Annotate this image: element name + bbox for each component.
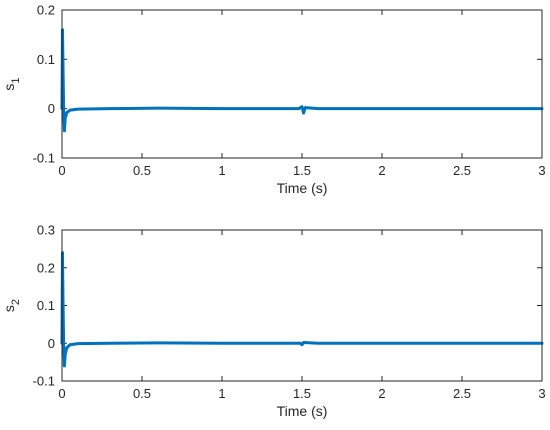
s1-y-tick-labels: -0.1 0 0.1 0.2 [33, 3, 55, 166]
s1-y-axis-label: s1 [1, 77, 22, 90]
s2-y-tick-label: 0.1 [37, 298, 55, 313]
s1-y-tick-label: 0.1 [37, 52, 55, 67]
s1-ticks [61, 9, 543, 159]
s2-series-line [60, 251, 544, 368]
s2-x-tick-label: 0 [58, 386, 65, 401]
s1-x-tick-label: 0.5 [133, 163, 151, 178]
s1-axes-box [61, 9, 543, 159]
s1-x-tick-label: 3 [538, 163, 545, 178]
s2-x-tick-label: 2 [378, 386, 385, 401]
s2-y-axis-label: s2 [1, 299, 22, 312]
subplot-s2: -0.100.10.20.3 0 0.5 1 1.5 2 2.5 3 Time (s) s2 [1, 223, 546, 420]
s2-x-tick-label: 3 [538, 386, 545, 401]
s1-y-axis-label-subscript: 1 [10, 77, 22, 83]
s2-x-tick-labels: 0 0.5 1 1.5 2 2.5 3 [58, 386, 545, 401]
s1-x-tick-label: 2.5 [453, 163, 471, 178]
s2-axes-box [61, 229, 543, 382]
s1-x-tick-label: 0 [58, 163, 65, 178]
s1-x-tick-label: 1.5 [293, 163, 311, 178]
s2-y-tick-label: 0.2 [37, 260, 55, 275]
s2-ticks [61, 229, 543, 382]
s2-y-tick-label: -0.1 [33, 374, 55, 389]
s1-x-axis-label: Time (s) [277, 180, 328, 196]
s1-y-tick-label: 0 [48, 101, 55, 116]
s1-series-line [60, 28, 544, 133]
s1-x-tick-labels: 0 0.5 1 1.5 2 2.5 3 [58, 163, 545, 178]
s1-y-axis-label-main: s [1, 84, 17, 91]
s2-x-tick-label: 1.5 [293, 386, 311, 401]
s2-y-tick-labels: -0.1 0 0.1 0.2 0.3 [33, 223, 55, 389]
s2-x-axis-label: Time (s) [277, 403, 328, 419]
subplot-s1: -0.100.10.2 0 0.5 1 1.5 2 2.5 3 Time (s) s1 [1, 3, 546, 197]
s2-y-axis-label-main: s [1, 305, 17, 312]
s1-x-tick-label: 1 [218, 163, 225, 178]
s2-x-tick-label: 0.5 [133, 386, 151, 401]
s1-y-tick-label: 0.2 [37, 3, 55, 18]
s1-x-tick-label: 2 [378, 163, 385, 178]
s2-x-tick-label: 2.5 [453, 386, 471, 401]
s2-x-tick-label: 1 [218, 386, 225, 401]
s2-y-tick-label: 0 [48, 336, 55, 351]
s1-y-tick-label: -0.1 [33, 151, 55, 166]
s2-y-tick-label: 0.3 [37, 223, 55, 238]
s2-y-axis-label-subscript: 2 [10, 299, 22, 305]
